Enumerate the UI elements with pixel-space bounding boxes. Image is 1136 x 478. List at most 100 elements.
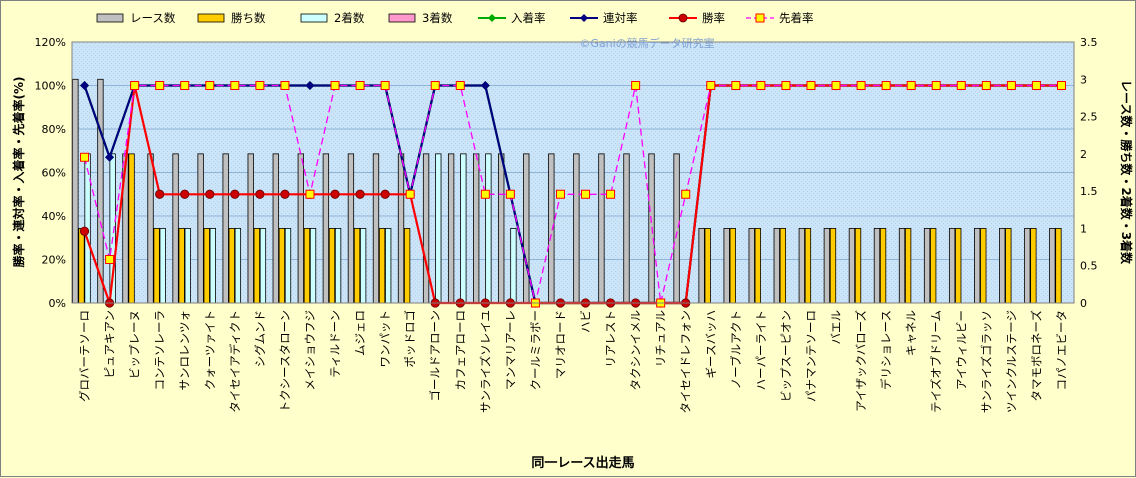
point-先着率-34 — [931, 81, 941, 90]
x-tick-label: タクシンイメル — [629, 310, 643, 391]
point-先着率-37 — [1006, 81, 1016, 90]
bar-レース数-13 — [397, 153, 405, 304]
point-勝率-3 — [155, 189, 165, 199]
bar-勝ち数-37 — [1005, 228, 1012, 304]
bar-2着数-8 — [284, 228, 292, 304]
x-tick-label: パナマンテソーロ — [804, 310, 818, 402]
point-勝率-11 — [355, 189, 365, 199]
bar-レース数-3 — [147, 153, 154, 304]
y-right-tick-label: 3 — [1080, 73, 1087, 86]
bar-2着数-10 — [334, 228, 342, 304]
bar-2着数-15 — [460, 153, 467, 304]
bar-勝ち数-35 — [955, 228, 962, 304]
legend-label: レース数 — [130, 11, 176, 25]
legend-swatch — [388, 13, 416, 23]
x-tick-label: トクシースタローン — [278, 310, 292, 412]
point-先着率-13 — [405, 189, 415, 199]
bar-2着数-17 — [510, 228, 517, 304]
point-先着率-2 — [130, 81, 140, 90]
bar-勝ち数-9 — [303, 228, 311, 304]
point-勝率-12 — [380, 189, 390, 199]
point-勝率-5 — [205, 189, 215, 199]
bar-レース数-4 — [172, 153, 179, 304]
bar-2着数-11 — [359, 228, 367, 304]
bar-レース数-31 — [848, 228, 856, 304]
point-先着率-16 — [480, 189, 490, 199]
point-先着率-19 — [555, 189, 565, 199]
bar-レース数-26 — [723, 228, 730, 304]
bar-レース数-6 — [222, 153, 229, 304]
y-left-tick-label: 40% — [42, 210, 66, 223]
x-tick-label: マンマリアーレ — [503, 310, 517, 390]
bar-レース数-7 — [247, 153, 254, 304]
bar-勝ち数-32 — [879, 228, 887, 304]
bar-勝ち数-39 — [1055, 228, 1062, 304]
x-tick-label: ゴールドアローン — [428, 310, 442, 401]
point-連対率-9 — [305, 81, 315, 90]
point-先着率-5 — [205, 81, 215, 90]
point-先着率-9 — [305, 189, 315, 199]
bar-レース数-8 — [272, 153, 279, 304]
x-tick-label: アイウィルビー — [954, 310, 968, 390]
bar-2着数-9 — [309, 228, 317, 304]
x-axis-label: 同一レース出走馬 — [531, 455, 634, 471]
x-tick-label: カフェアローロ — [453, 310, 467, 391]
bar-レース数-14 — [422, 153, 430, 304]
legend-item-レース数: レース数 — [96, 11, 176, 25]
y-right-tick-label: 2.5 — [1080, 111, 1098, 124]
x-tick-label: サンライズゴラッソ — [979, 310, 993, 413]
point-先着率-15 — [455, 81, 465, 90]
x-tick-label: コパノエビータ — [1055, 310, 1069, 391]
point-勝率-6 — [230, 189, 240, 199]
bar-レース数-22 — [623, 153, 630, 304]
bar-勝ち数-6 — [228, 228, 235, 304]
point-先着率-7 — [255, 81, 265, 90]
bar-勝ち数-8 — [278, 228, 286, 304]
bar-レース数-5 — [197, 153, 204, 304]
y-left-tick-label: 60% — [42, 167, 66, 180]
legend-label: 勝率 — [702, 11, 725, 25]
point-先着率-38 — [1031, 81, 1041, 90]
legend-item-入着率: 入着率 — [478, 11, 546, 25]
legend-item-連対率: 連対率 — [570, 11, 638, 25]
point-先着率-31 — [856, 81, 866, 90]
bar-2着数-7 — [259, 228, 267, 304]
bar-レース数-28 — [773, 228, 780, 304]
bar-レース数-37 — [999, 228, 1006, 304]
x-tick-label: ツインクルステージ — [1004, 310, 1018, 413]
y-right-tick-label: 3.5 — [1080, 36, 1098, 49]
x-tick-label: タマモボロネーズ — [1029, 310, 1043, 401]
legend-label: 先着率 — [779, 11, 814, 25]
bar-レース数-30 — [823, 228, 831, 304]
bar-2着数-5 — [209, 228, 216, 304]
bar-勝ち数-34 — [930, 228, 937, 304]
point-先着率-22 — [631, 81, 641, 90]
point-先着率-6 — [230, 81, 240, 90]
bar-勝ち数-13 — [403, 228, 411, 304]
bar-勝ち数-10 — [328, 228, 336, 304]
legend-label: 連対率 — [603, 11, 638, 25]
bar-レース数-11 — [347, 153, 355, 304]
x-tick-label: クールミラボー — [528, 310, 542, 391]
bar-2着数-12 — [385, 228, 392, 304]
bar-レース数-27 — [748, 228, 755, 304]
y-right-tick-label: 0 — [1080, 297, 1087, 310]
point-先着率-27 — [756, 81, 766, 90]
bar-レース数-32 — [873, 228, 881, 304]
bar-レース数-20 — [573, 153, 580, 304]
legend-label: 2着数 — [334, 11, 365, 25]
point-先着率-28 — [781, 81, 791, 90]
point-先着率-32 — [881, 81, 891, 90]
bar-レース数-39 — [1049, 228, 1056, 304]
point-勝率-8 — [280, 189, 290, 199]
bar-勝ち数-36 — [980, 228, 987, 304]
bar-レース数-0 — [72, 78, 79, 304]
legend-swatch — [96, 13, 124, 23]
bar-勝ち数-30 — [829, 228, 837, 304]
x-tick-label: デリショレース — [879, 310, 893, 390]
x-tick-label: アイザックバローズ — [854, 310, 868, 412]
point-先着率-29 — [806, 81, 816, 90]
point-先着率-33 — [906, 81, 916, 90]
point-先着率-0 — [80, 152, 90, 162]
